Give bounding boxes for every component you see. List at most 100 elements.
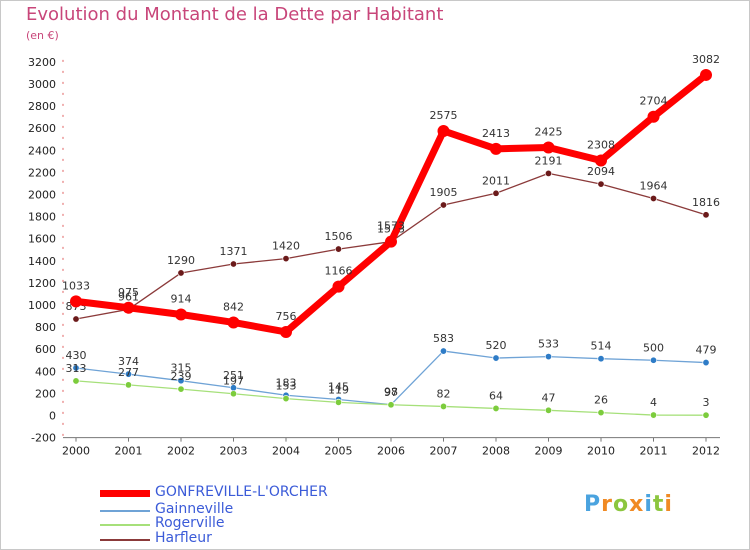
data-label-harfleur: 1905 [430, 186, 458, 199]
data-point-gainneville [649, 356, 657, 364]
data-label-harfleur: 1816 [692, 196, 720, 209]
logo-letter: x [629, 492, 645, 517]
data-point-gonfreville-l-orcher [385, 235, 397, 248]
data-label-rogerville: 26 [594, 394, 608, 407]
x-tick-label: 2009 [535, 445, 563, 458]
data-label-rogerville: 3 [703, 396, 710, 409]
data-point-harfleur [282, 255, 290, 263]
data-label-rogerville: 153 [276, 380, 297, 393]
data-label-rogerville: 4 [650, 396, 657, 409]
data-point-gonfreville-l-orcher [332, 280, 345, 293]
data-point-rogerville [597, 409, 605, 417]
data-point-rogerville [177, 385, 185, 393]
y-tick-label: 3000 [28, 78, 56, 91]
data-label-rogerville: 97 [384, 386, 398, 399]
data-label-gainneville: 514 [591, 340, 612, 353]
data-label-harfleur: 1964 [640, 179, 668, 192]
data-label-harfleur: 1371 [220, 245, 248, 258]
data-point-gonfreville-l-orcher [70, 295, 82, 308]
x-tick-label: 2011 [640, 445, 668, 458]
data-point-harfleur [649, 194, 657, 202]
data-label-rogerville: 313 [66, 362, 87, 375]
data-point-gonfreville-l-orcher [280, 325, 292, 338]
y-tick-label: 800 [35, 321, 56, 334]
data-point-harfleur [492, 189, 500, 197]
data-point-gainneville [492, 354, 500, 362]
x-tick-label: 2008 [482, 445, 510, 458]
x-tick-label: 2000 [62, 445, 90, 458]
data-label-gonfreville-l-orcher: 2308 [587, 138, 615, 151]
data-point-harfleur [230, 260, 238, 268]
y-tick-label: 1600 [28, 233, 56, 246]
logo-letter: t [652, 492, 665, 517]
logo-letter: i [644, 492, 653, 517]
data-label-gonfreville-l-orcher: 2425 [535, 126, 563, 139]
data-point-gonfreville-l-orcher [700, 68, 712, 81]
data-label-gonfreville-l-orcher: 842 [223, 300, 244, 313]
data-label-rogerville: 82 [437, 387, 451, 400]
data-label-gainneville: 183 [276, 376, 297, 389]
data-label-harfleur: 961 [118, 290, 139, 303]
y-tick-label: 2800 [28, 100, 56, 113]
data-label-harfleur: 1506 [325, 230, 353, 243]
data-point-rogerville [387, 401, 395, 409]
chart-subtitle: (en €) [26, 29, 59, 42]
data-label-harfleur: 1420 [272, 240, 300, 253]
data-point-rogerville [230, 390, 238, 398]
legend-label-harfleur: Harfleur [155, 530, 212, 546]
data-label-harfleur: 2094 [587, 165, 615, 178]
y-tick-label: 600 [35, 343, 56, 356]
data-point-rogerville [439, 402, 447, 410]
data-label-gainneville: 583 [433, 332, 454, 345]
logo-letter: i [664, 492, 673, 517]
x-tick-label: 2012 [692, 445, 720, 458]
y-tick-label: 2000 [28, 189, 56, 202]
data-point-gainneville [125, 370, 133, 378]
data-label-rogerville: 119 [328, 383, 349, 396]
data-label-gainneville: 145 [328, 380, 349, 393]
x-tick-label: 2001 [115, 445, 143, 458]
data-label-gonfreville-l-orcher: 2413 [482, 127, 510, 140]
data-label-gainneville: 520 [486, 339, 507, 352]
data-point-gainneville [597, 355, 605, 363]
data-point-harfleur [439, 201, 447, 209]
data-label-gainneville: 479 [696, 344, 717, 357]
data-point-gainneville [177, 377, 185, 385]
data-point-gonfreville-l-orcher [437, 124, 450, 137]
x-tick-label: 2007 [430, 445, 458, 458]
y-tick-label: 1400 [28, 255, 56, 268]
data-point-gonfreville-l-orcher [647, 110, 660, 123]
data-point-gonfreville-l-orcher [595, 154, 607, 167]
data-label-gonfreville-l-orcher: 3082 [692, 53, 720, 66]
data-point-rogerville [282, 395, 290, 403]
y-tick-label: 400 [35, 365, 56, 378]
x-tick-label: 2003 [220, 445, 248, 458]
data-point-gonfreville-l-orcher [542, 141, 555, 154]
x-tick-label: 2010 [587, 445, 615, 458]
legend-label-gainneville: Gainneville [155, 501, 234, 517]
data-label-gonfreville-l-orcher: 914 [171, 293, 192, 306]
data-point-harfleur [597, 180, 605, 188]
data-label-harfleur: 2191 [535, 154, 563, 167]
y-tick-label: -200 [31, 432, 56, 445]
x-tick-label: 2005 [325, 445, 353, 458]
y-tick-label: 200 [35, 387, 56, 400]
data-label-gainneville: 374 [118, 355, 139, 368]
data-label-rogerville: 197 [223, 375, 244, 388]
data-label-gainneville: 251 [223, 369, 244, 382]
y-tick-label: 1800 [28, 211, 56, 224]
legend-label-gonfreville: GONFREVILLE-L'ORCHER [155, 484, 328, 500]
data-point-harfleur [702, 211, 710, 219]
data-label-gainneville: 430 [66, 349, 87, 362]
y-tick-label: 1200 [28, 277, 56, 290]
legend-swatch-harfleur [100, 539, 150, 541]
x-tick-label: 2006 [377, 445, 405, 458]
data-label-gonfreville-l-orcher: 975 [118, 286, 139, 299]
chart-title: Evolution du Montant de la Dette par Hab… [26, 4, 444, 25]
y-tick-label: 2200 [28, 166, 56, 179]
data-point-harfleur [544, 169, 552, 177]
data-point-harfleur [72, 315, 80, 323]
legend-swatch-gainneville [100, 510, 150, 512]
